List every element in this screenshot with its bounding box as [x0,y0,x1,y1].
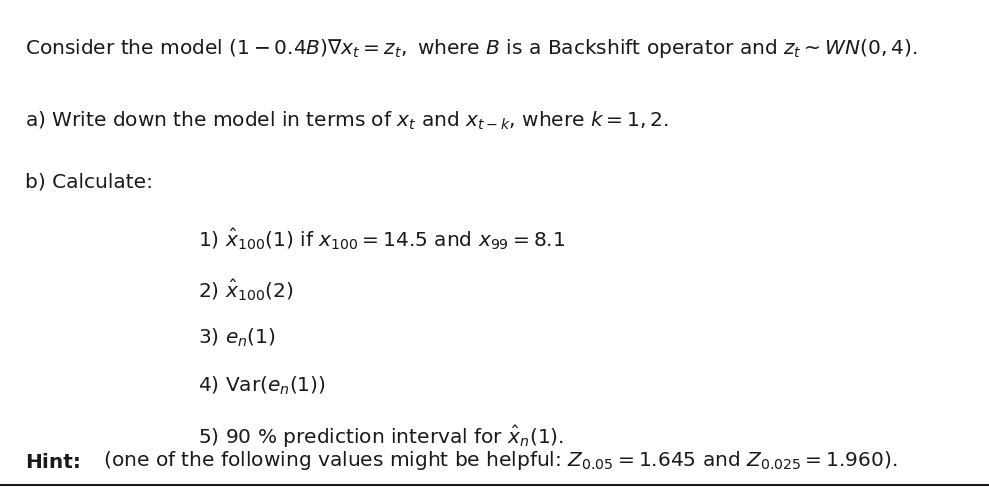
Text: 4) $\mathrm{Var}(e_n(1))$: 4) $\mathrm{Var}(e_n(1))$ [198,375,325,397]
Text: (one of the following values might be helpful: $Z_{0.05}=1.645$ and $Z_{0.025}=1: (one of the following values might be he… [97,450,897,472]
Text: Hint:: Hint: [25,453,80,472]
Text: a) Write down the model in terms of $x_t$ and $x_{t-k}$, where $k=1,2$.: a) Write down the model in terms of $x_t… [25,110,669,132]
Text: Consider the model $(1-0.4B)\nabla x_t = z_t,$ where $B$ is a Backshift operator: Consider the model $(1-0.4B)\nabla x_t =… [25,37,917,59]
Text: b) Calculate:: b) Calculate: [25,173,152,192]
Text: 3) $e_n(1)$: 3) $e_n(1)$ [198,326,276,349]
Text: 1) $\hat{x}_{100}(1)$ if $x_{100}=14.5$ and $x_{99}=8.1$: 1) $\hat{x}_{100}(1)$ if $x_{100}=14.5$ … [198,226,565,252]
Text: 2) $\hat{x}_{100}(2)$: 2) $\hat{x}_{100}(2)$ [198,278,293,303]
Text: 5) 90 % prediction interval for $\hat{x}_n(1)$.: 5) 90 % prediction interval for $\hat{x}… [198,424,564,450]
